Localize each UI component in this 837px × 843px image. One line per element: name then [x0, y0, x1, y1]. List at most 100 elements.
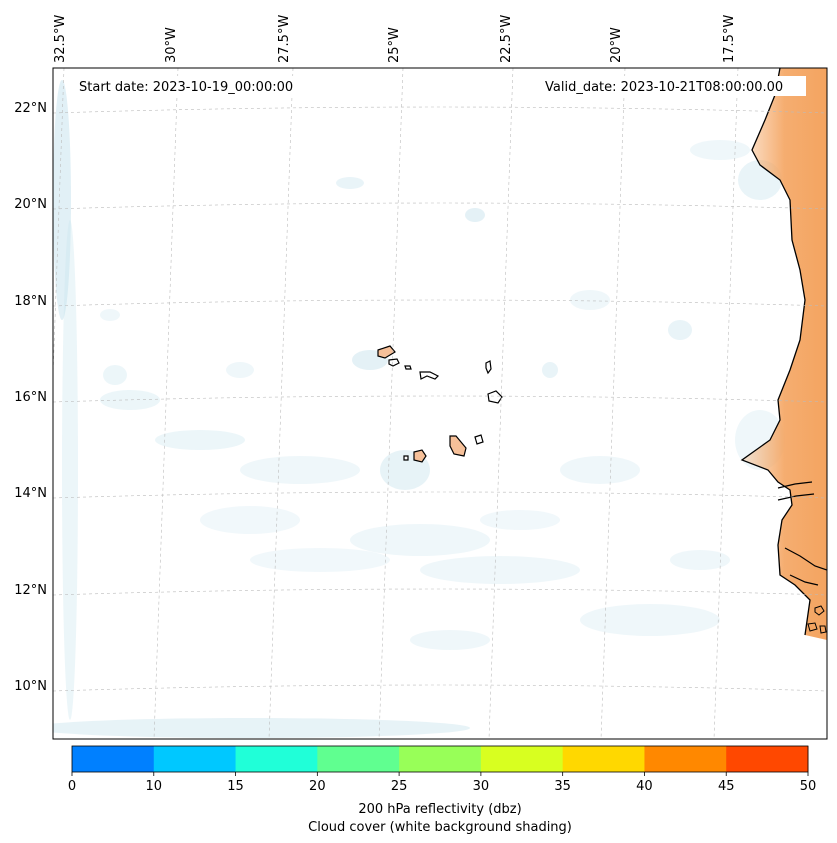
cloud-patch — [200, 506, 300, 534]
colorbar-tick-label: 25 — [391, 779, 408, 794]
cloud-patch — [570, 290, 610, 310]
gambia-coastline — [777, 481, 815, 501]
colorbar-tick-label: 45 — [718, 779, 735, 794]
colorbar-tick-label: 20 — [309, 779, 326, 794]
cloud-patch — [670, 550, 730, 570]
latitude-label: 18°N — [14, 294, 47, 309]
santa-luzia-island — [404, 365, 412, 370]
colorbar-segment — [317, 746, 400, 772]
cloud-patch — [690, 140, 750, 160]
longitude-gridline — [713, 68, 739, 739]
sao-nicolau-island — [419, 371, 440, 380]
colorbar-tick-label: 0 — [68, 779, 76, 794]
santiago-island — [449, 435, 467, 457]
latitude-label: 10°N — [14, 679, 47, 694]
latitude-label: 16°N — [14, 390, 47, 405]
latitude-labels: 22°N 20°N 18°N 16°N 14°N 12°N 10°N — [14, 101, 47, 694]
cloud-patch — [480, 510, 560, 530]
cloud-patch — [420, 556, 580, 584]
longitude-label: 27.5°W — [277, 15, 292, 63]
cloud-patch — [336, 177, 364, 189]
cloud-patch — [103, 365, 127, 385]
latitude-label: 14°N — [14, 486, 47, 501]
longitude-gridline — [600, 68, 626, 739]
cloud-patch — [100, 390, 160, 410]
colorbar-segment — [72, 746, 155, 772]
valid-date-box — [540, 76, 806, 96]
cloud-patch — [250, 548, 390, 572]
latitude-gridline — [53, 106, 827, 114]
guinea-bissau-coastline — [784, 547, 827, 586]
cloud-cover-shading — [53, 80, 785, 738]
latitude-label: 22°N — [14, 101, 47, 116]
colorbar-segment — [644, 746, 727, 772]
cloud-patch — [62, 220, 78, 720]
colorbar: 0 10 15 20 25 30 35 40 45 50 — [68, 745, 817, 794]
start-date-box — [72, 76, 314, 96]
longitude-labels: 32.5°W 30°W 27.5°W 25°W 22.5°W 20°W 17.5°W — [53, 15, 737, 63]
longitude-gridline — [153, 68, 179, 739]
longitude-label: 32.5°W — [53, 15, 68, 63]
santo-antao-island — [377, 345, 396, 359]
cloud-patch — [410, 630, 490, 650]
colorbar-segment — [726, 746, 809, 772]
cape-verde-islands — [377, 345, 503, 463]
cloud-patch — [155, 430, 245, 450]
latitude-label: 12°N — [14, 583, 47, 598]
cloud-patch — [542, 362, 558, 378]
longitude-gridline — [268, 68, 294, 739]
colorbar-tick-label: 15 — [227, 779, 244, 794]
bissagos-islands — [807, 605, 827, 634]
boa-vista-island — [487, 390, 503, 404]
colorbar-tick-label: 50 — [800, 779, 817, 794]
latitude-gridline — [53, 395, 827, 403]
fogo-island — [413, 449, 427, 463]
colorbar-segment — [399, 746, 482, 772]
cloud-patch — [350, 524, 490, 556]
colorbar-segment — [480, 746, 564, 772]
latitude-gridline — [53, 491, 827, 499]
map-border — [52, 67, 828, 740]
cloud-patch — [226, 362, 254, 378]
colorbar-sublabel: Cloud cover (white background shading) — [308, 820, 572, 835]
cloud-patch — [465, 208, 485, 222]
longitude-label: 17.5°W — [722, 15, 737, 63]
colorbar-segment — [153, 746, 237, 772]
longitude-label: 25°W — [387, 27, 402, 63]
latitude-gridline — [53, 684, 827, 692]
colorbar-label: 200 hPa reflectivity (dbz) — [358, 802, 521, 817]
colorbar-tick-label: 40 — [636, 779, 653, 794]
colorbar-segment — [562, 746, 645, 772]
cloud-patch — [53, 80, 71, 320]
maio-island — [474, 434, 484, 445]
cloud-patch — [560, 456, 640, 484]
cloud-patch — [668, 320, 692, 340]
latitude-gridline — [53, 202, 827, 210]
africa-coastline — [740, 68, 811, 636]
gridlines — [53, 68, 827, 739]
colorbar-frame — [71, 745, 809, 773]
longitude-label: 22.5°W — [499, 15, 514, 63]
map-area — [53, 68, 827, 739]
valid-date-label: Valid_date: 2023-10-21T08:00:00.00 — [545, 80, 783, 95]
colorbar-segment — [235, 746, 318, 772]
longitude-gridline — [488, 68, 514, 739]
brava-island — [403, 455, 409, 461]
latitude-gridline — [53, 299, 827, 307]
longitude-label: 30°W — [164, 27, 179, 63]
sal-island — [485, 360, 492, 375]
sao-vicente-island — [388, 358, 400, 367]
colorbar-tick-label: 35 — [554, 779, 571, 794]
colorbar-tick-label: 10 — [146, 779, 163, 794]
latitude-label: 20°N — [14, 197, 47, 212]
africa-land — [742, 68, 827, 640]
longitude-label: 20°W — [609, 27, 624, 63]
longitude-gridline — [378, 68, 404, 739]
cloud-patch — [580, 604, 720, 636]
cloud-patch — [240, 456, 360, 484]
colorbar-tick-label: 30 — [473, 779, 490, 794]
cloud-patch — [100, 309, 120, 321]
start-date-label: Start date: 2023-10-19_00:00:00 — [79, 80, 293, 95]
cloud-patch — [53, 718, 470, 738]
